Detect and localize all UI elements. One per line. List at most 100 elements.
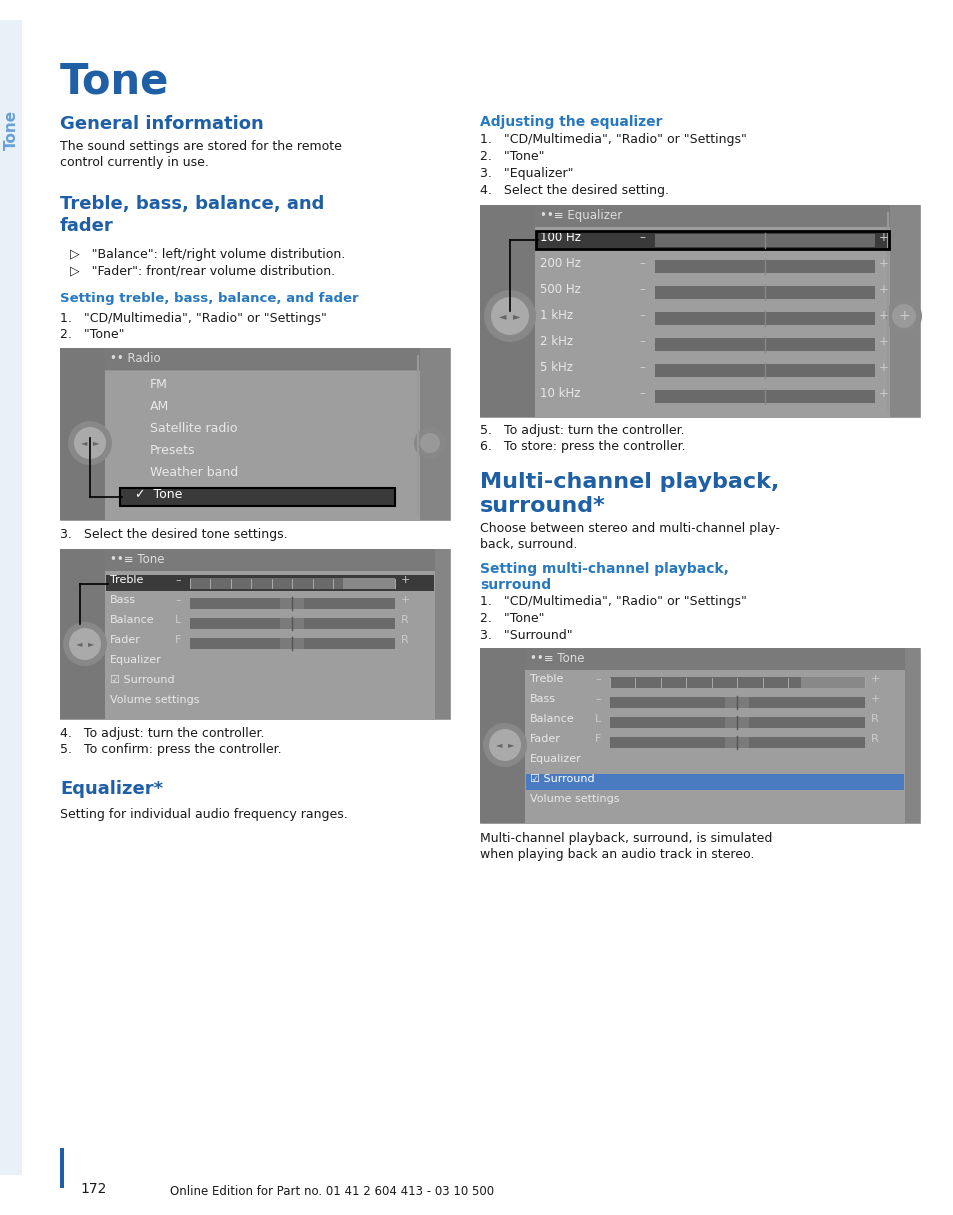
Text: AM: AM [150,400,169,413]
Text: 4.   To adjust: turn the controller.: 4. To adjust: turn the controller. [60,727,264,740]
Text: R: R [400,615,408,625]
Text: Treble: Treble [530,674,563,684]
Text: ►: ► [507,740,514,750]
Text: Equalizer: Equalizer [110,655,162,665]
Text: 2 kHz: 2 kHz [539,335,573,347]
Text: R: R [400,635,408,645]
Text: Multi-channel playback,: Multi-channel playback, [479,471,779,492]
Text: Bass: Bass [530,694,556,703]
Bar [60,1148,64,1188]
Text: ◄: ◄ [81,439,87,447]
Text: Adjusting the equalizer: Adjusting the equalizer [479,115,661,129]
Text: F: F [595,734,600,744]
Text: control currently in use.: control currently in use. [60,156,209,169]
Bar [536,231,888,249]
Bar [479,205,535,417]
Bar [524,648,904,669]
Text: +: + [400,595,410,605]
Text: +: + [870,694,880,703]
Text: surround: surround [479,578,551,592]
Text: –: – [595,674,600,684]
Text: –: – [639,283,644,296]
Text: –: – [639,258,644,270]
Bar [525,774,903,790]
Text: 3.   "Surround": 3. "Surround" [479,629,572,642]
Bar [419,347,450,520]
Text: Multi-channel playback, surround, is simulated: Multi-channel playback, surround, is sim… [479,832,772,844]
Text: Fader: Fader [110,635,141,645]
Text: –: – [639,388,644,400]
Text: ☑ Surround: ☑ Surround [530,774,594,784]
Text: Tone: Tone [60,60,170,102]
Text: Tone: Tone [4,109,18,151]
Bar [609,697,864,708]
Text: R: R [870,734,878,744]
Text: –: – [639,361,644,374]
Text: ►: ► [513,311,520,321]
Text: 5.   To confirm: press the controller.: 5. To confirm: press the controller. [60,744,281,756]
Text: Fader: Fader [530,734,560,744]
Text: L: L [595,714,600,724]
Bar [106,575,434,590]
Text: –: – [639,335,644,347]
Text: –: – [639,309,644,322]
Bar [190,618,395,629]
Text: Volume settings: Volume settings [530,793,618,804]
Text: Equalizer*: Equalizer* [60,780,163,798]
FancyBboxPatch shape [60,347,450,520]
Text: Equalizer: Equalizer [530,755,581,764]
Text: R: R [870,714,878,724]
Bar [724,717,748,728]
Bar [120,488,395,505]
Bar [655,234,874,247]
Text: Setting for individual audio frequency ranges.: Setting for individual audio frequency r… [60,808,348,821]
Bar [105,347,419,371]
Bar [280,618,304,629]
Bar [479,648,524,823]
Text: +: + [878,361,888,374]
Text: Presets: Presets [150,443,195,457]
Circle shape [491,296,529,335]
Text: –: – [595,694,600,703]
Bar [904,648,919,823]
Bar [655,286,874,299]
Text: 10 kHz: 10 kHz [539,388,579,400]
Text: •• Radio: •• Radio [110,352,160,364]
Bar [655,390,874,403]
FancyBboxPatch shape [479,205,919,417]
Bar [889,205,919,417]
Bar [435,549,450,719]
Circle shape [419,433,439,453]
Bar [655,338,874,351]
Text: 2.   "Tone": 2. "Tone" [479,612,544,625]
Text: Balance: Balance [110,615,154,625]
Text: when playing back an audio track in stereo.: when playing back an audio track in ster… [479,848,754,861]
Circle shape [63,622,107,666]
Text: +: + [400,575,410,584]
Circle shape [483,290,536,341]
Bar [724,738,748,748]
Text: ◄: ◄ [498,311,506,321]
Text: ►: ► [88,639,94,649]
Text: Treble: Treble [110,575,143,584]
Bar [655,260,874,273]
Text: +: + [878,258,888,270]
Text: back, surround.: back, surround. [479,538,577,550]
Text: +: + [878,335,888,347]
Text: Volume settings: Volume settings [110,695,199,705]
Bar [280,598,304,609]
Text: ✓  Tone: ✓ Tone [135,488,182,501]
Bar [190,638,395,649]
Text: 500 Hz: 500 Hz [539,283,580,296]
Text: +: + [878,309,888,322]
Text: +: + [870,674,880,684]
Circle shape [489,729,520,761]
Bar [801,677,864,688]
Bar [535,205,889,227]
Text: –: – [639,231,644,244]
Text: Choose between stereo and multi-channel play-: Choose between stereo and multi-channel … [479,522,780,535]
Bar [609,677,864,688]
Bar [609,738,864,748]
Text: Setting treble, bass, balance, and fader: Setting treble, bass, balance, and fader [60,292,358,305]
Circle shape [69,628,101,660]
